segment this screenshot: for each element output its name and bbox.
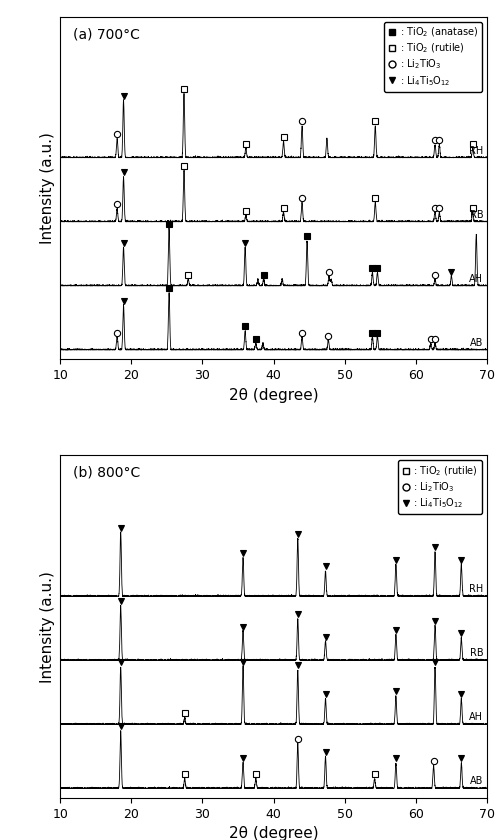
Text: AH: AH bbox=[468, 274, 482, 284]
Y-axis label: Intensity (a.u.): Intensity (a.u.) bbox=[40, 132, 55, 244]
Y-axis label: Intensity (a.u.): Intensity (a.u.) bbox=[40, 570, 55, 683]
Text: RB: RB bbox=[469, 648, 482, 659]
Text: AB: AB bbox=[469, 338, 482, 348]
Legend: : TiO$_2$ (anatase), : TiO$_2$ (rutile), : Li$_2$TiO$_3$, : Li$_4$Ti$_5$O$_{12}$: : TiO$_2$ (anatase), : TiO$_2$ (rutile),… bbox=[384, 22, 481, 92]
X-axis label: 2θ (degree): 2θ (degree) bbox=[228, 388, 318, 402]
Text: AB: AB bbox=[469, 776, 482, 786]
Text: RH: RH bbox=[468, 585, 482, 595]
Text: RH: RH bbox=[468, 146, 482, 155]
Legend: : TiO$_2$ (rutile), : Li$_2$TiO$_3$, : Li$_4$Ti$_5$O$_{12}$: : TiO$_2$ (rutile), : Li$_2$TiO$_3$, : L… bbox=[397, 460, 481, 514]
Text: AH: AH bbox=[468, 712, 482, 722]
Text: (a) 700°C: (a) 700°C bbox=[73, 27, 140, 41]
Text: (b) 800°C: (b) 800°C bbox=[73, 465, 140, 480]
X-axis label: 2θ (degree): 2θ (degree) bbox=[228, 827, 318, 840]
Text: RB: RB bbox=[469, 210, 482, 220]
